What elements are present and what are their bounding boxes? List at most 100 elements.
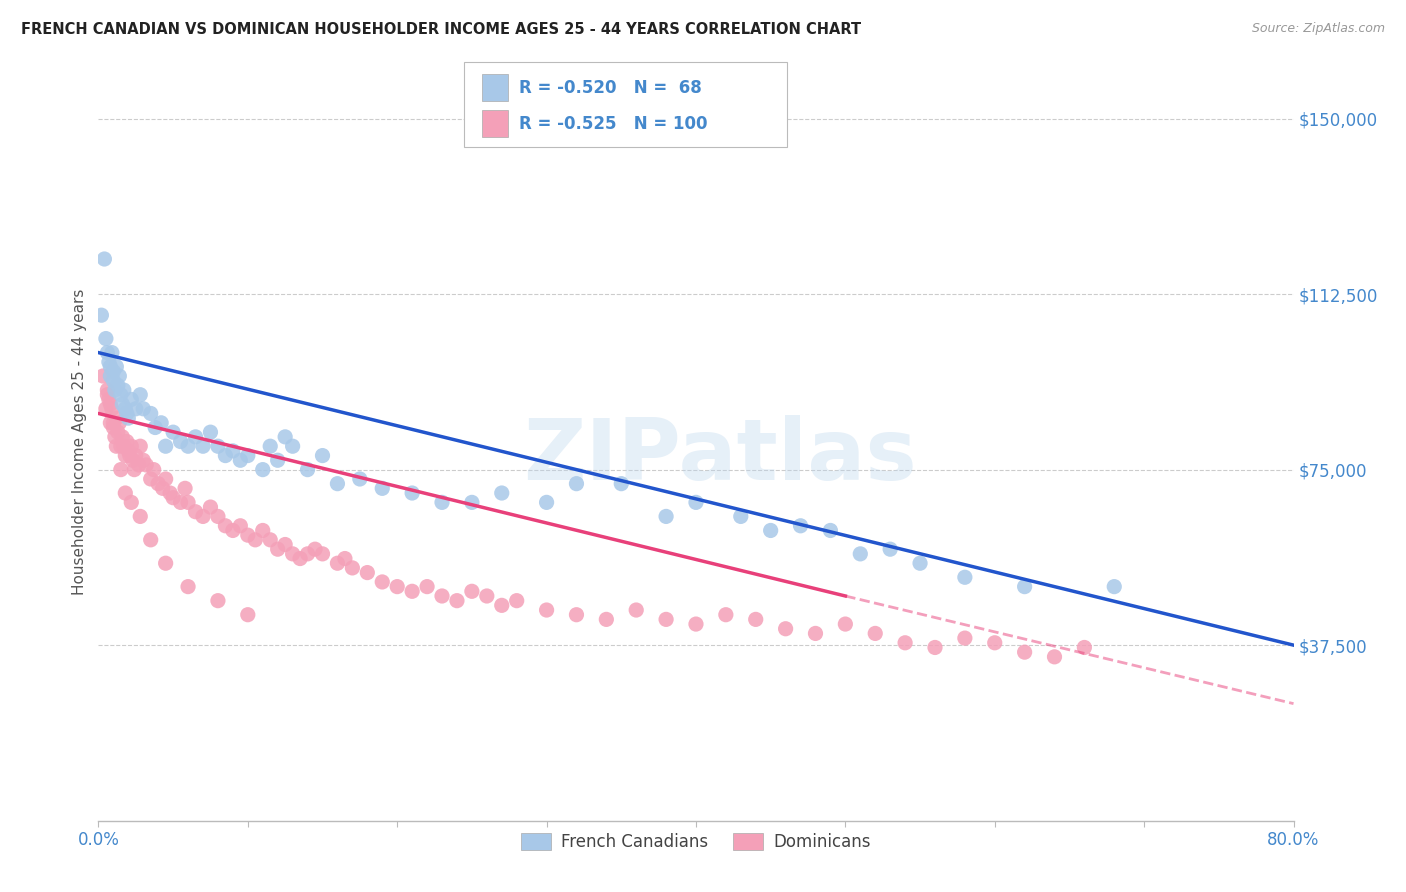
Point xyxy=(326,476,349,491)
Point xyxy=(745,612,768,626)
Point xyxy=(655,612,678,626)
Point xyxy=(97,355,120,369)
Point xyxy=(984,636,1007,650)
Point xyxy=(155,439,177,453)
Point xyxy=(491,599,513,613)
Point xyxy=(115,434,138,449)
Point xyxy=(401,584,423,599)
Point xyxy=(94,401,117,416)
Point xyxy=(245,533,267,547)
Point xyxy=(117,411,139,425)
Point xyxy=(105,359,128,374)
Point xyxy=(177,495,200,509)
Point xyxy=(111,430,134,444)
Text: Source: ZipAtlas.com: Source: ZipAtlas.com xyxy=(1251,22,1385,36)
Point xyxy=(685,495,707,509)
Point xyxy=(506,593,529,607)
Point xyxy=(159,486,181,500)
Point xyxy=(150,416,173,430)
Point xyxy=(655,509,678,524)
Point xyxy=(274,430,297,444)
Text: FRENCH CANADIAN VS DOMINICAN HOUSEHOLDER INCOME AGES 25 - 44 YEARS CORRELATION C: FRENCH CANADIAN VS DOMINICAN HOUSEHOLDER… xyxy=(21,22,862,37)
Point xyxy=(98,369,122,384)
Point xyxy=(120,495,142,509)
Point xyxy=(349,472,371,486)
Point xyxy=(155,556,177,570)
Point xyxy=(174,481,197,495)
Point xyxy=(259,533,281,547)
Point xyxy=(207,439,229,453)
Point xyxy=(105,439,128,453)
Text: R = -0.525   N = 100: R = -0.525 N = 100 xyxy=(519,115,707,133)
Point xyxy=(107,378,129,392)
Point xyxy=(115,407,138,421)
Point xyxy=(129,439,152,453)
Point xyxy=(93,252,115,266)
Point xyxy=(207,593,229,607)
Point xyxy=(834,617,856,632)
Point xyxy=(155,472,177,486)
Point xyxy=(139,533,162,547)
Point xyxy=(326,556,349,570)
Point xyxy=(475,589,498,603)
Point xyxy=(1014,645,1036,659)
Text: ZIPatlas: ZIPatlas xyxy=(523,415,917,499)
Text: R = -0.520   N =  68: R = -0.520 N = 68 xyxy=(519,79,702,97)
Point xyxy=(135,458,157,472)
Point xyxy=(114,486,136,500)
Point xyxy=(953,631,976,645)
Point xyxy=(124,462,146,476)
Point xyxy=(125,401,148,416)
Point xyxy=(132,453,155,467)
Point xyxy=(304,542,326,557)
Point xyxy=(356,566,378,580)
Point xyxy=(169,434,191,449)
Point xyxy=(103,420,125,434)
Point xyxy=(924,640,946,655)
Point xyxy=(565,607,588,622)
Point xyxy=(385,580,409,594)
Point xyxy=(274,537,297,551)
Point xyxy=(120,439,142,453)
Point xyxy=(342,561,364,575)
Point xyxy=(103,374,125,388)
Point xyxy=(177,439,200,453)
Point xyxy=(143,420,166,434)
Point xyxy=(297,462,319,476)
Point xyxy=(162,491,184,505)
Point xyxy=(129,509,152,524)
Point xyxy=(112,439,135,453)
Point xyxy=(281,439,304,453)
Point xyxy=(148,476,170,491)
Point xyxy=(252,462,274,476)
Point xyxy=(236,449,259,463)
Point xyxy=(128,458,150,472)
Point xyxy=(112,383,135,397)
Point xyxy=(104,430,127,444)
Point xyxy=(214,518,236,533)
Point xyxy=(759,524,782,538)
Point xyxy=(730,509,752,524)
Point xyxy=(118,449,141,463)
Point xyxy=(214,449,236,463)
Point xyxy=(259,439,281,453)
Point xyxy=(281,547,304,561)
Point xyxy=(101,401,124,416)
Point xyxy=(401,486,423,500)
Point xyxy=(98,359,122,374)
Point xyxy=(536,495,558,509)
Point xyxy=(775,622,797,636)
Point xyxy=(333,551,356,566)
Point xyxy=(139,407,162,421)
Point xyxy=(142,462,165,476)
Point xyxy=(177,580,200,594)
Point xyxy=(565,476,588,491)
Point xyxy=(96,345,118,359)
Point xyxy=(103,416,125,430)
Point xyxy=(1073,640,1095,655)
Point xyxy=(200,500,222,514)
Point xyxy=(184,505,207,519)
Point xyxy=(98,416,122,430)
Point xyxy=(222,524,245,538)
Point xyxy=(416,580,439,594)
